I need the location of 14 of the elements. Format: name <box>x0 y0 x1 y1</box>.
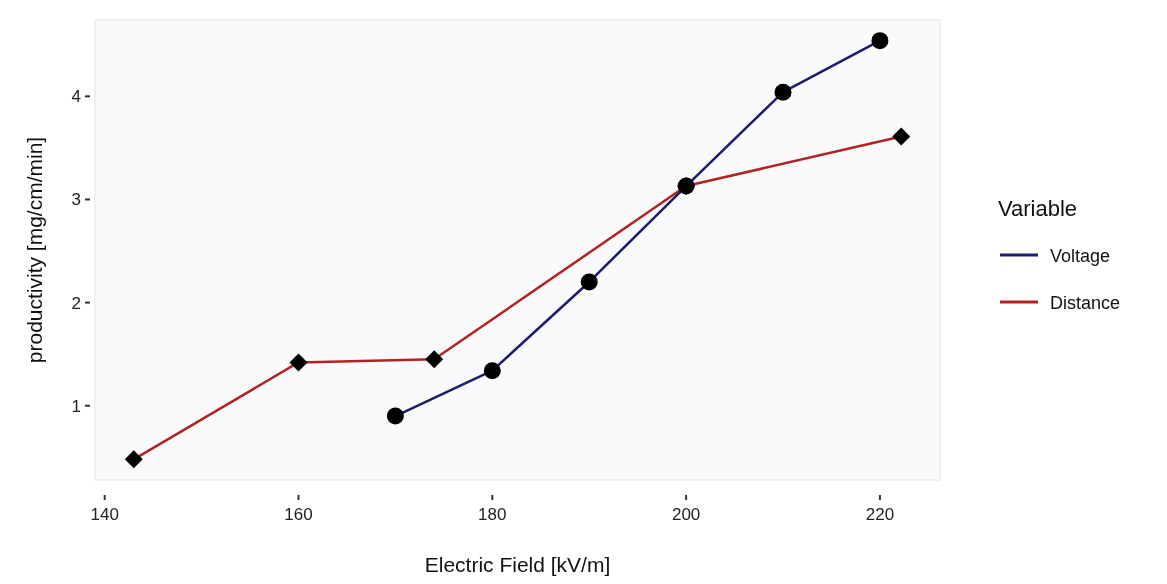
x-tick-label: 180 <box>478 505 507 524</box>
x-tick-label: 200 <box>671 505 701 524</box>
y-tick-label: 2 <box>71 293 81 313</box>
y-tick-label: 1 <box>71 396 81 416</box>
x-tick-label: 160 <box>284 505 313 524</box>
y-tick-label: 4 <box>71 87 81 107</box>
legend-label: Distance <box>1050 293 1121 313</box>
x-tick-label: 140 <box>90 505 119 524</box>
legend-title: Variable <box>998 196 1078 221</box>
x-axis-title: Electric Field [kV/m] <box>424 553 611 576</box>
y-tick-label: 3 <box>71 190 81 210</box>
y-axis-title: productivity [mg/cm/min] <box>23 136 46 364</box>
x-tick-label: 220 <box>865 505 895 524</box>
legend-label: Voltage <box>1050 246 1111 266</box>
